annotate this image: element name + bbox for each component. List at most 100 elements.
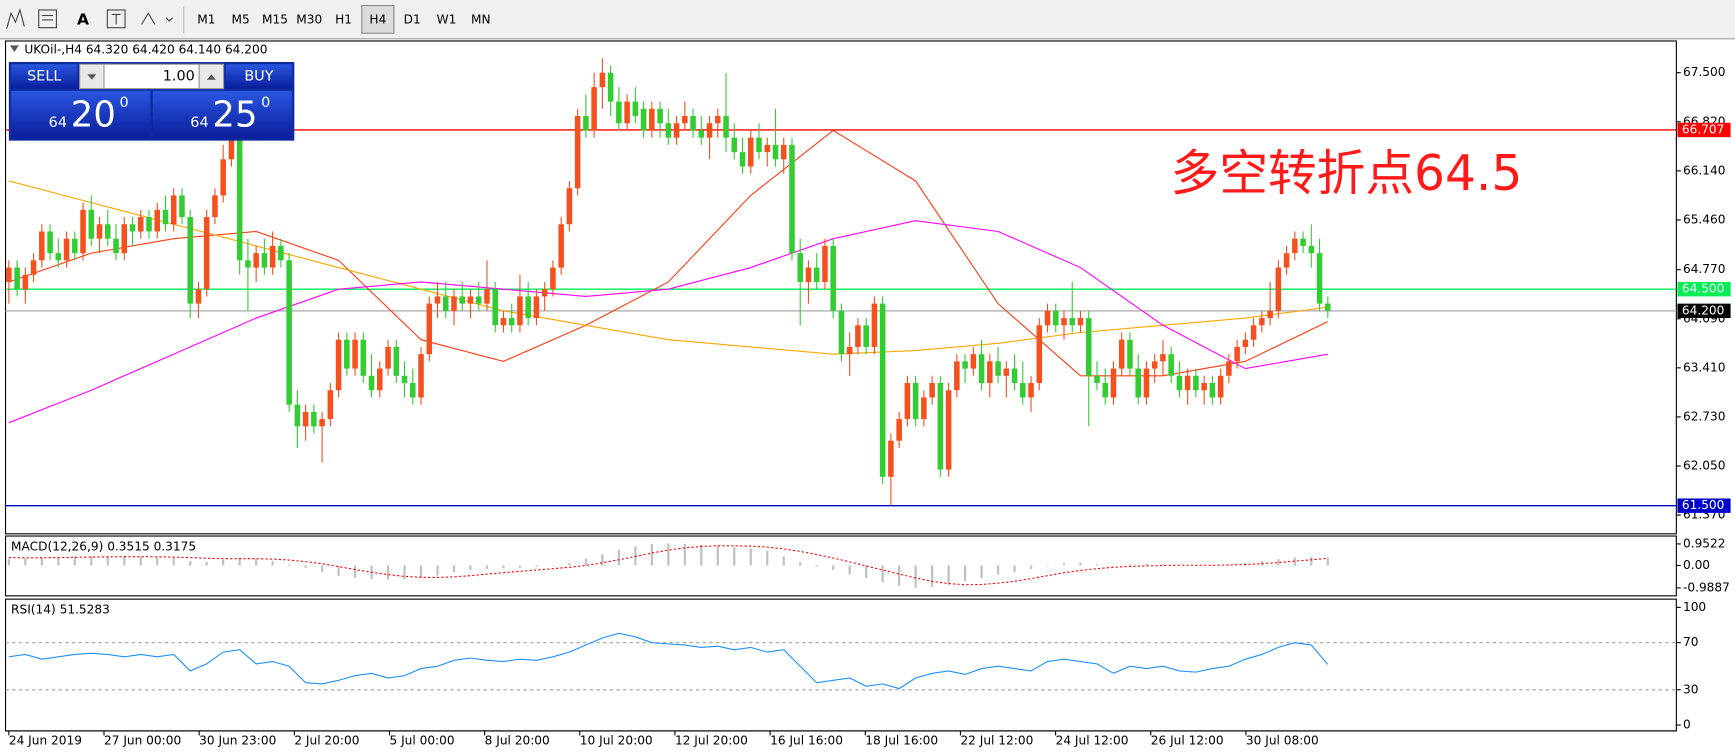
buy-price-box[interactable]: [152, 90, 293, 139]
macd-bar: [733, 546, 736, 566]
candle-body: [1259, 318, 1265, 326]
candle-body: [286, 260, 292, 405]
candle-body: [212, 195, 218, 218]
toolbar: [0, 0, 1735, 39]
timeframe-label[interactable]: H1: [335, 12, 352, 26]
timeframe-label[interactable]: M15: [262, 12, 288, 26]
candle-body: [129, 224, 136, 232]
macd-bar: [700, 544, 703, 566]
macd-bar: [1112, 565, 1115, 567]
timeframe-label[interactable]: M30: [296, 12, 322, 26]
candle-body: [789, 144, 795, 254]
macd-bar: [881, 565, 884, 583]
macd-bar: [386, 565, 390, 580]
candle-body: [1036, 325, 1043, 384]
x-tick-label: 18 Jul 16:00: [865, 733, 938, 747]
buy-label[interactable]: BUY: [244, 68, 273, 84]
macd-bar: [535, 565, 538, 567]
macd-panel: [4, 535, 1677, 597]
macd-bar: [436, 565, 439, 576]
level-price-box: [1677, 282, 1731, 297]
lot-value[interactable]: 1.00: [163, 68, 195, 84]
y-tick-label: -0.9887: [1683, 580, 1730, 594]
candle-body: [14, 267, 20, 290]
arrows-icon[interactable]: [141, 12, 174, 25]
macd-bar: [601, 554, 604, 566]
macd-bar: [980, 565, 983, 578]
candle-body: [541, 289, 548, 297]
macd-bar: [419, 565, 423, 578]
macd-bar: [139, 556, 142, 566]
y-tick-label: 62.050: [1683, 458, 1726, 472]
candle-body: [599, 72, 606, 88]
lot-input[interactable]: [103, 63, 200, 90]
candle-body: [1176, 375, 1183, 391]
objects-icon[interactable]: [38, 9, 57, 29]
candle-body: [484, 289, 490, 304]
macd-bar: [57, 556, 60, 566]
macd-bar: [1046, 565, 1049, 567]
timeframe-label[interactable]: MN: [471, 12, 491, 26]
x-tick-label: 24 Jun 2019: [9, 733, 82, 747]
y-tick-label: 0: [1683, 718, 1691, 732]
candle-body: [871, 303, 878, 347]
candle-body: [764, 144, 771, 153]
macd-bar: [1062, 563, 1066, 566]
x-tick-label: 24 Jul 12:00: [1056, 733, 1129, 747]
candle-body: [1003, 368, 1010, 376]
x-tick-label: 22 Jul 12:00: [960, 733, 1033, 747]
text-label-icon[interactable]: [106, 9, 126, 29]
macd-bar: [1277, 559, 1280, 566]
text-tool[interactable]: A: [77, 10, 89, 28]
timeframe-label[interactable]: M5: [232, 12, 250, 26]
candle-body: [360, 339, 367, 376]
timeframe-label[interactable]: D1: [404, 12, 421, 26]
candle-body: [1011, 368, 1018, 384]
macd-bar: [1128, 564, 1132, 566]
candle-body: [838, 310, 845, 355]
candle-body: [921, 397, 927, 420]
candle-body: [459, 296, 466, 304]
sell-button[interactable]: [11, 64, 78, 89]
candle-body: [88, 209, 95, 239]
timeframe-bar: M1 M5 M15 M30 H1 H4 D1 W1 MN: [197, 4, 491, 34]
x-tick-label: 2 Jul 20:00: [294, 733, 359, 747]
sell-price-box[interactable]: [11, 90, 151, 139]
indicator-icon[interactable]: [6, 8, 25, 29]
candle-body: [1151, 361, 1158, 369]
y-tick-label: 63.410: [1683, 360, 1726, 374]
candle-body: [846, 346, 853, 355]
candle-body: [1275, 267, 1282, 311]
timeframe-label[interactable]: H4: [369, 12, 386, 26]
macd-bar: [205, 562, 208, 566]
macd-bar: [568, 563, 571, 566]
candle-body: [47, 231, 53, 254]
timeframe-button[interactable]: [361, 4, 395, 34]
trade-panel: SELL 1.00 BUY 64 20 0 64 25 0: [8, 62, 295, 141]
candle-body: [1217, 375, 1224, 398]
candle-body: [113, 238, 119, 254]
macd-bar: [1227, 564, 1230, 566]
candle-body: [105, 224, 111, 239]
candle-body: [245, 260, 251, 268]
candle-body: [896, 419, 902, 441]
candle-body: [72, 238, 78, 254]
macd-bar: [1079, 562, 1082, 566]
main-plot: [5, 58, 1677, 507]
candle-body: [888, 440, 894, 477]
macd-bar: [898, 565, 901, 586]
candle-body: [253, 253, 259, 268]
candle-body: [96, 224, 103, 239]
candle-body: [278, 245, 284, 261]
timeframe-label[interactable]: W1: [437, 12, 457, 26]
candle-body: [937, 383, 944, 470]
candle-body: [723, 116, 729, 138]
sell-label[interactable]: SELL: [27, 68, 61, 84]
candle-body: [261, 253, 268, 268]
buy-button[interactable]: [225, 64, 293, 89]
macd-bar: [469, 565, 472, 571]
timeframe-label[interactable]: M1: [197, 12, 215, 26]
macd-bar: [24, 558, 27, 566]
candle-body: [1053, 310, 1059, 326]
macd-bar: [650, 543, 653, 566]
